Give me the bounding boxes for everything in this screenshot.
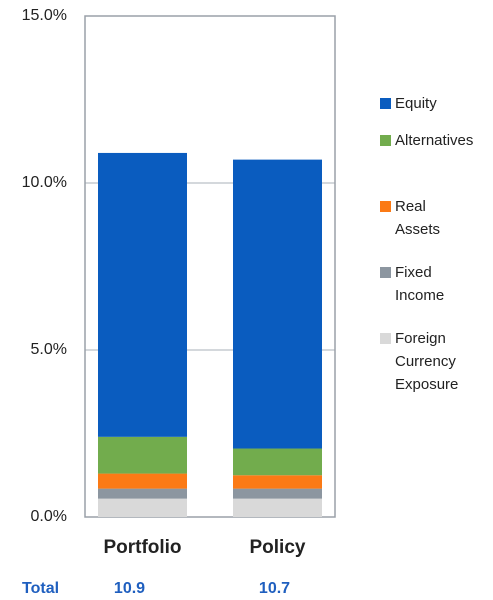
bar-segment [233, 488, 322, 499]
legend-item: Equity [380, 92, 437, 115]
total-value: 10.9 [114, 580, 145, 597]
bar-segment [233, 475, 322, 489]
y-tick-label: 15.0% [22, 7, 67, 24]
bar-segment [98, 488, 187, 499]
legend-item: Foreign Currency Exposure [380, 327, 458, 396]
legend-item: Alternatives [380, 129, 473, 152]
legend-swatch [380, 201, 391, 212]
plot-frame [84, 15, 336, 518]
legend-label: Equity [395, 95, 437, 112]
bar-segment [98, 473, 187, 489]
x-tick-label: Portfolio [103, 537, 181, 558]
legend-swatch [380, 267, 391, 278]
legend-swatch [380, 98, 391, 109]
bar-segment [98, 498, 187, 517]
legend-label: Real Assets [395, 198, 441, 238]
bar-segment [98, 436, 187, 474]
total-value: 10.7 [259, 580, 290, 597]
legend-label: Fixed Income [395, 264, 445, 304]
bar-segment [98, 152, 187, 437]
legend-swatch [380, 135, 391, 146]
legend-item: Fixed Income [380, 261, 444, 307]
legend-swatch [380, 333, 391, 344]
total-label: Total [22, 580, 59, 597]
bar-segment [233, 159, 322, 449]
y-tick-label: 5.0% [31, 341, 67, 358]
y-tick-label: 0.0% [31, 508, 67, 525]
bar-segment [233, 448, 322, 476]
legend-label: Foreign Currency Exposure [395, 330, 459, 393]
bar-segment [233, 498, 322, 517]
legend-item: Real Assets [380, 195, 440, 241]
legend-label: Alternatives [395, 132, 474, 149]
x-tick-label: Policy [250, 537, 306, 558]
y-tick-label: 10.0% [22, 174, 67, 191]
